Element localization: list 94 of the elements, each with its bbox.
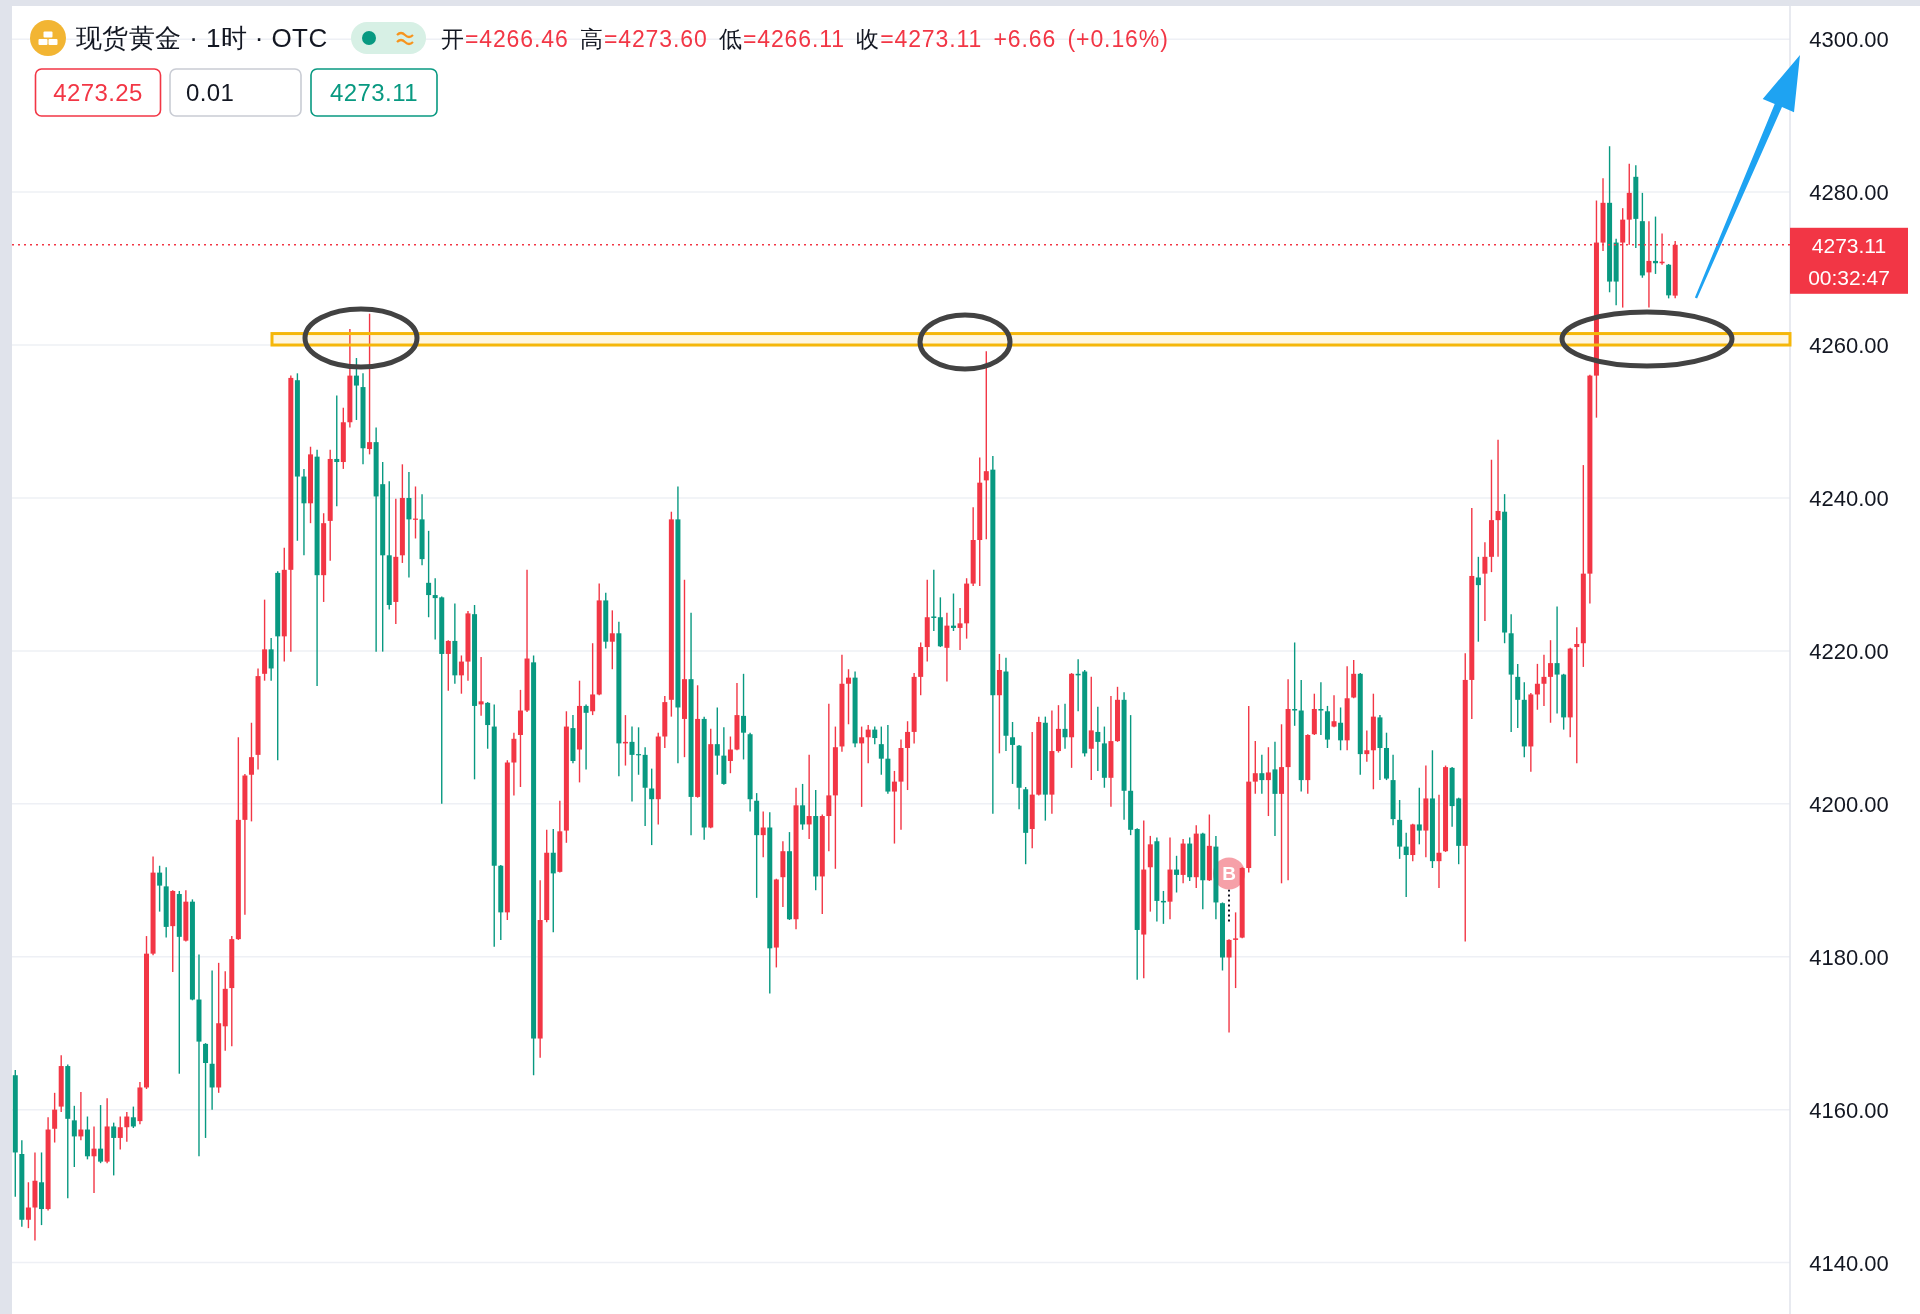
candlestick: [367, 312, 373, 456]
annotation: 0.01: [186, 79, 235, 106]
candlestick: [1574, 626, 1580, 764]
candlestick: [1364, 729, 1370, 763]
candlestick: [1475, 556, 1481, 643]
candlestick: [209, 969, 215, 1111]
candlestick: [1554, 605, 1560, 715]
candlestick: [878, 725, 884, 776]
candlestick: [741, 673, 747, 761]
candlestick: [1265, 746, 1271, 817]
y-tick-label: 4200.00: [1809, 791, 1889, 817]
candlestick: [426, 530, 432, 618]
annotation: B: [1222, 863, 1236, 885]
text: 现货黄金 · 1时 · OTC: [76, 23, 328, 53]
candlestick: [478, 656, 484, 717]
candlestick: [1653, 215, 1658, 275]
candlestick: [458, 654, 464, 695]
candlestick: [1482, 541, 1488, 622]
candlestick: [859, 725, 865, 808]
y-tick-label: 4220.00: [1809, 638, 1889, 664]
candlestick: [800, 783, 806, 831]
candlestick: [1095, 705, 1101, 772]
candlestick: [846, 668, 852, 725]
candlestick: [931, 569, 937, 632]
candlestick: [1259, 754, 1265, 795]
candlestick: [353, 357, 359, 421]
y-tick-label: 4260.00: [1809, 333, 1889, 359]
candlestick: [1055, 704, 1061, 754]
candlestick: [157, 865, 163, 913]
candlestick: [511, 731, 517, 797]
candlestick: [406, 471, 412, 579]
candlestick: [1292, 641, 1298, 727]
candlestick: [248, 722, 254, 823]
y-tick-label: 4140.00: [1809, 1250, 1889, 1276]
candlestick: [609, 609, 615, 670]
candlestick: [1318, 681, 1324, 736]
candlestick: [727, 735, 733, 774]
candlestick: [1174, 855, 1180, 894]
y-tick-label: 4160.00: [1809, 1097, 1889, 1123]
candlestick: [1226, 938, 1232, 1034]
candlestick: [760, 810, 766, 859]
annotation: 4273.11: [330, 79, 418, 106]
candlestick: [1062, 702, 1068, 750]
candlestick: [649, 767, 655, 846]
text: 开=4266.46 高=4273.60 低=4266.11 收=4273.11 +6.66 (+0.16%): [441, 26, 1169, 52]
candlestick: [485, 701, 491, 750]
candlestick: [944, 611, 950, 683]
candlestick: [1233, 911, 1239, 989]
candlestick: [25, 1181, 31, 1229]
candlestick: [1541, 654, 1547, 707]
y-tick-label: 4300.00: [1809, 27, 1889, 53]
candlestick: [1147, 835, 1153, 913]
candlestick: [98, 1104, 104, 1164]
candlestick: [124, 1111, 130, 1143]
candlestick: [590, 642, 596, 716]
candlestick: [1495, 439, 1501, 558]
candlestick: [1331, 694, 1337, 729]
candlestick: [891, 770, 897, 845]
candlestick: [268, 637, 274, 682]
annotation: 4273.25: [53, 79, 143, 106]
candlestick: [950, 592, 956, 632]
candlestick: [203, 1042, 209, 1139]
candlestick: [1416, 787, 1422, 846]
candlestick: [957, 607, 963, 651]
candlestick: [1534, 663, 1540, 711]
candlestick: [130, 1105, 136, 1129]
candlestick: [111, 1121, 117, 1177]
candlestick: [550, 828, 556, 933]
candlestick: [91, 1125, 97, 1194]
candlestick: [1010, 721, 1016, 785]
candlestick: [334, 394, 340, 508]
candlestick: [1436, 793, 1442, 889]
ref-line-label: 4273.11 00:32:47: [1808, 233, 1890, 289]
candlestick: [71, 1105, 77, 1168]
candlestick: [445, 639, 451, 692]
candlestick: [865, 724, 871, 764]
candlestick: [983, 350, 989, 540]
candlestick: [1515, 663, 1521, 729]
candlestick: [583, 703, 589, 771]
y-tick-label: 4180.00: [1809, 944, 1889, 970]
candlestick: [1088, 676, 1094, 781]
candlestick: [806, 754, 812, 840]
candlestick: [1338, 706, 1344, 751]
candlestick: [714, 706, 720, 776]
y-tick-label: 4280.00: [1809, 180, 1889, 206]
candlestick: [52, 1092, 58, 1144]
candlestick: [1403, 832, 1409, 898]
candlestick: [117, 1115, 123, 1151]
candlestick: [826, 702, 832, 852]
candlestick: [1548, 639, 1554, 724]
candlestick: [1252, 740, 1258, 795]
candlestick: [905, 720, 911, 791]
candlestick: [1351, 659, 1357, 699]
y-tick-label: 4240.00: [1809, 485, 1889, 511]
